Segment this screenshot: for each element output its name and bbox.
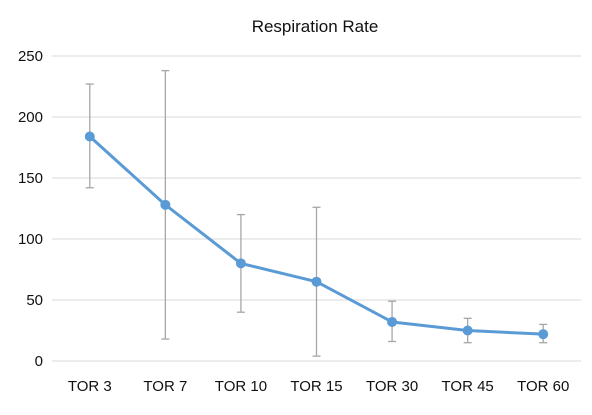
data-point: [160, 199, 171, 210]
y-tick-label: 50: [26, 292, 43, 309]
y-tick-label: 100: [18, 231, 43, 248]
data-point: [387, 316, 398, 327]
data-point: [235, 258, 246, 269]
data-point: [84, 131, 95, 142]
x-tick-label: TOR 30: [366, 378, 418, 395]
y-tick-label: 150: [18, 170, 43, 187]
chart-title: Respiration Rate: [252, 17, 379, 36]
x-tick-label: TOR 15: [290, 378, 342, 395]
x-tick-label: TOR 3: [68, 378, 112, 395]
y-tick-label: 0: [35, 353, 43, 370]
data-points: [84, 131, 549, 340]
x-tick-label: TOR 45: [442, 378, 494, 395]
x-tick-label: TOR 60: [517, 378, 569, 395]
x-tick-label: TOR 7: [143, 378, 187, 395]
data-point: [462, 325, 473, 336]
x-axis-ticks: TOR 3 TOR 7 TOR 10 TOR 15 TOR 30 TOR 45 TOR 60: [68, 378, 570, 395]
y-tick-label: 250: [18, 48, 43, 65]
y-axis-ticks: 0 50 100 150 200 250: [18, 48, 43, 370]
x-tick-label: TOR 10: [215, 378, 267, 395]
y-tick-label: 200: [18, 109, 43, 126]
data-point: [311, 276, 322, 287]
error-bars: [85, 69, 548, 357]
data-point: [538, 329, 549, 340]
